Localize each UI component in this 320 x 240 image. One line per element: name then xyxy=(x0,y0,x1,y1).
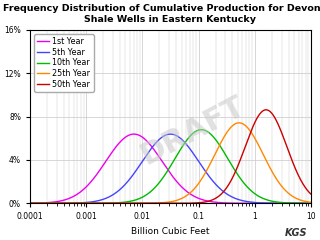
25th Year xyxy=(0,202,4,205)
5th Year xyxy=(294,202,298,205)
5th Year xyxy=(59,202,62,205)
10th Year xyxy=(0,202,4,205)
50th Year xyxy=(144,202,148,205)
Title: Frequency Distribution of Cumulative Production for Devonian
Shale Wells in East: Frequency Distribution of Cumulative Pro… xyxy=(4,4,320,24)
25th Year xyxy=(129,202,133,205)
50th Year xyxy=(0,202,4,205)
10th Year xyxy=(144,194,148,197)
5th Year xyxy=(38,202,42,205)
5th Year xyxy=(0,202,4,205)
10th Year xyxy=(294,202,298,204)
1st Year xyxy=(144,139,148,142)
Line: 10th Year: 10th Year xyxy=(2,130,320,203)
50th Year xyxy=(264,108,268,111)
50th Year xyxy=(294,169,298,172)
X-axis label: Billion Cubic Feet: Billion Cubic Feet xyxy=(131,227,210,236)
50th Year xyxy=(129,202,133,205)
Legend: 1st Year, 5th Year, 10th Year, 25th Year, 50th Year: 1st Year, 5th Year, 10th Year, 25th Year… xyxy=(34,34,94,92)
1st Year xyxy=(129,133,133,136)
Text: KGS: KGS xyxy=(285,228,307,238)
1st Year xyxy=(294,202,298,205)
Line: 1st Year: 1st Year xyxy=(2,134,320,203)
1st Year xyxy=(0,202,4,205)
1st Year xyxy=(59,200,62,203)
25th Year xyxy=(237,121,241,124)
5th Year xyxy=(129,176,133,179)
10th Year xyxy=(38,202,42,205)
25th Year xyxy=(38,202,42,205)
10th Year xyxy=(129,200,133,203)
Text: DRAFT: DRAFT xyxy=(136,91,250,170)
Line: 50th Year: 50th Year xyxy=(2,110,320,203)
25th Year xyxy=(59,202,62,205)
10th Year xyxy=(59,202,62,205)
Line: 25th Year: 25th Year xyxy=(2,123,320,203)
50th Year xyxy=(38,202,42,205)
5th Year xyxy=(144,155,148,158)
50th Year xyxy=(59,202,62,205)
10th Year xyxy=(199,128,203,131)
1st Year xyxy=(132,133,136,136)
25th Year xyxy=(144,202,148,205)
25th Year xyxy=(294,197,298,200)
5th Year xyxy=(169,133,172,136)
Line: 5th Year: 5th Year xyxy=(2,134,320,203)
1st Year xyxy=(38,202,42,204)
